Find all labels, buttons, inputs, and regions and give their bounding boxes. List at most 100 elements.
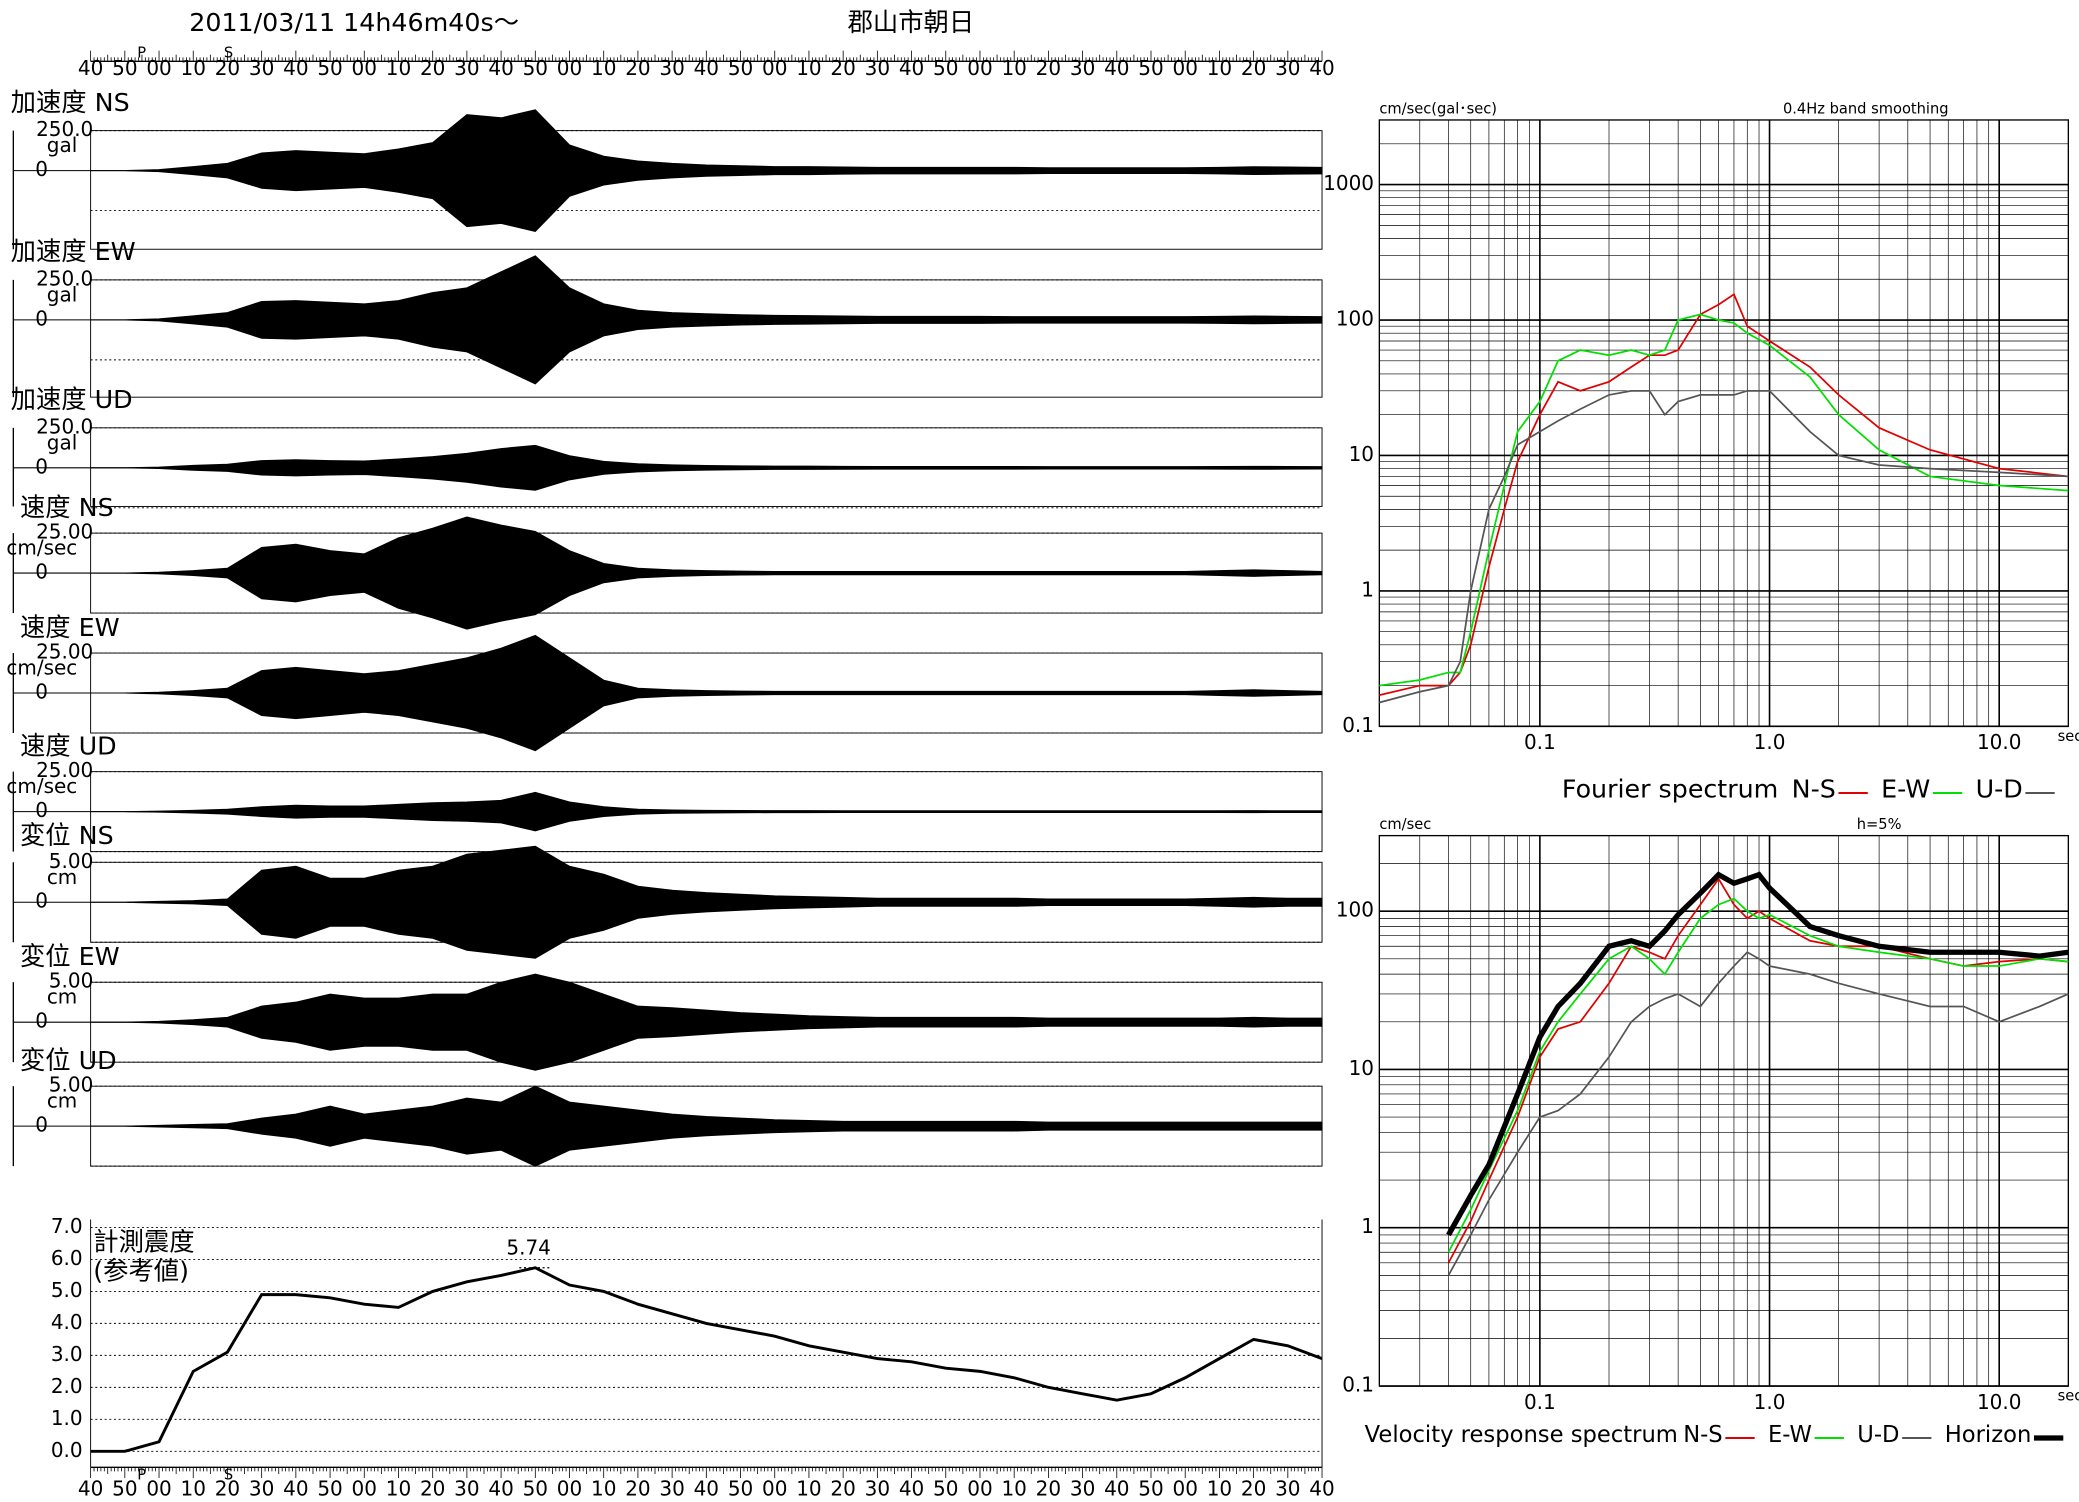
- time-tick-label: 10: [386, 56, 411, 80]
- time-tick-label: 40: [488, 56, 513, 80]
- unit-label: cm/sec: [6, 656, 77, 680]
- time-tick-label: 40: [899, 56, 924, 80]
- time-tick-label: 40: [283, 1476, 308, 1500]
- legend-label: E-W: [1768, 1422, 1812, 1448]
- y-tick-label: 0: [35, 680, 48, 704]
- y-tick-label: 1: [1361, 577, 1374, 601]
- time-tick-label: 20: [420, 1476, 445, 1500]
- y-tick-label: 1.0: [51, 1406, 83, 1430]
- time-tick-label: 30: [659, 56, 684, 80]
- waveform-envelope: [90, 444, 1323, 491]
- time-tick-label: 00: [146, 1476, 171, 1500]
- time-tick-label: 30: [454, 1476, 479, 1500]
- x-tick-label: 1.0: [1754, 1390, 1786, 1414]
- time-tick-label: 00: [557, 56, 582, 80]
- time-tick-label: 20: [830, 1476, 855, 1500]
- time-tick-label: 00: [762, 56, 787, 80]
- p-mark: P: [137, 1466, 146, 1483]
- time-tick-label: 20: [1241, 56, 1266, 80]
- y-tick-label: 0: [35, 306, 48, 330]
- waveform-envelope: [90, 634, 1323, 752]
- y-tick-label: 25.00: [36, 640, 93, 664]
- time-tick-label: 00: [967, 1476, 992, 1500]
- y-tick-label: 4.0: [51, 1310, 83, 1334]
- time-tick-label: 40: [488, 1476, 513, 1500]
- time-tick-label: 00: [146, 56, 171, 80]
- time-tick-label: 40: [1104, 1476, 1129, 1500]
- time-tick-label: 50: [523, 1476, 548, 1500]
- panel-title: 変位 NS: [20, 820, 114, 850]
- waveform-envelope: [90, 255, 1323, 385]
- legend-label: N-S: [1792, 773, 1836, 803]
- spectrum-line: [1446, 871, 2069, 1237]
- y-tick-label: 0.1: [1342, 713, 1374, 737]
- time-tick-label: 50: [1138, 1476, 1163, 1500]
- y-tick-label: 250.0: [36, 117, 93, 141]
- y-tick-label: 3.0: [51, 1342, 83, 1366]
- time-tick-label: 20: [830, 56, 855, 80]
- time-tick-label: 30: [1070, 56, 1095, 80]
- y-tick-label: 1000: [1323, 171, 1374, 195]
- y-tick-label: 5.00: [49, 969, 94, 993]
- y-tick-label: 250.0: [36, 414, 93, 438]
- time-tick-label: 10: [796, 56, 821, 80]
- time-tick-label: 40: [78, 1476, 103, 1500]
- y-tick-label: 0.0: [51, 1438, 83, 1462]
- y-tick-label: 6.0: [51, 1246, 83, 1270]
- x-axis-label: sec: [2058, 1388, 2079, 1405]
- time-tick-label: 20: [215, 56, 240, 80]
- peak-label: 5.74: [506, 1236, 550, 1260]
- spectrum-line: [1379, 292, 2069, 696]
- panel-title: 速度 EW: [20, 612, 120, 642]
- y-tick-label: 0: [35, 1009, 48, 1033]
- unit-label: gal: [47, 133, 77, 157]
- time-tick-label: 40: [283, 56, 308, 80]
- time-tick-label: 50: [933, 1476, 958, 1500]
- x-tick-label: 0.1: [1524, 1390, 1556, 1414]
- x-tick-label: 1.0: [1754, 730, 1786, 754]
- panel-title: 速度 UD: [20, 731, 117, 761]
- x-tick-label: 0.1: [1524, 730, 1556, 754]
- time-tick-label: 30: [249, 56, 274, 80]
- time-tick-label: 00: [352, 1476, 377, 1500]
- time-tick-label: 10: [1001, 56, 1026, 80]
- waveform-envelope: [90, 845, 1323, 959]
- time-tick-label: 30: [1070, 1476, 1095, 1500]
- y-tick-label: 5.00: [49, 1073, 94, 1097]
- time-tick-label: 00: [352, 56, 377, 80]
- y-tick-label: 25.00: [36, 520, 93, 544]
- waveform-envelope: [90, 1085, 1323, 1167]
- time-tick-label: 10: [591, 1476, 616, 1500]
- panel-title: 速度 NS: [20, 492, 114, 522]
- time-tick-label: 50: [317, 1476, 342, 1500]
- time-tick-label: 10: [591, 56, 616, 80]
- spectrum-line: [1447, 951, 2069, 1276]
- time-tick-label: 50: [317, 56, 342, 80]
- y-tick-label: 0: [35, 454, 48, 478]
- unit-label: cm: [47, 1089, 77, 1113]
- s-mark: S: [224, 1466, 233, 1483]
- plot-box: [1378, 119, 2070, 728]
- time-tick-label: 40: [899, 1476, 924, 1500]
- s-mark: S: [224, 44, 233, 61]
- time-tick-label: 20: [215, 1476, 240, 1500]
- waveform-envelope: [90, 109, 1323, 232]
- y-tick-label: 100: [1336, 898, 1374, 922]
- spectrum-line: [1447, 877, 2069, 1264]
- waveform-envelope: [90, 973, 1323, 1071]
- legend-label: Horizon: [1945, 1422, 2032, 1448]
- time-tick-label: 30: [1275, 1476, 1300, 1500]
- y-tick-label: 0: [35, 560, 48, 584]
- time-tick-label: 40: [78, 56, 103, 80]
- time-tick-label: 20: [1036, 56, 1061, 80]
- y-axis-label: cm/sec: [1379, 816, 1431, 833]
- spectrum-line: [1447, 897, 2069, 1253]
- panel-title: 変位 UD: [20, 1045, 117, 1075]
- legend-label: E-W: [1881, 773, 1930, 803]
- x-tick-label: 10.0: [1977, 1390, 2022, 1414]
- y-axis-label: cm/sec(gal･sec): [1379, 100, 1497, 117]
- time-tick-label: 50: [523, 56, 548, 80]
- waveform-envelope: [90, 791, 1323, 832]
- time-tick-label: 10: [1207, 1476, 1232, 1500]
